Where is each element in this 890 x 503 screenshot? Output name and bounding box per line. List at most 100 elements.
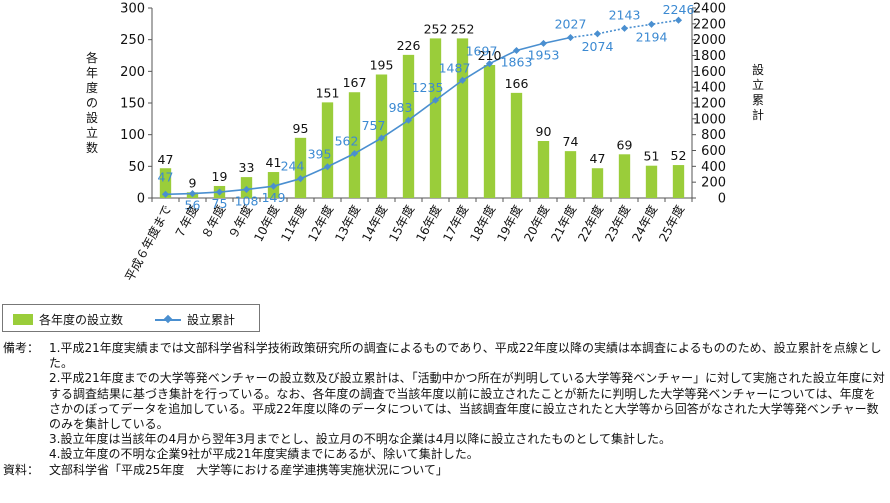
bar (321, 102, 334, 198)
cumulative-point (512, 46, 521, 55)
cumulative-value-label: 2027 (555, 17, 587, 32)
cumulative-point (215, 188, 224, 196)
cumulative-point (593, 30, 602, 38)
note-1: 1.平成21年度実績までは文部科学省科学技術政策研究所の調査によるものであり、平… (49, 341, 882, 371)
cumulative-value-label: 108 (235, 193, 259, 208)
bar-value-label: 90 (536, 124, 552, 139)
bar (618, 154, 631, 198)
notes: 備考： 1.平成21年度実績までは文部科学省科学技術政策研究所の調査によるもので… (3, 341, 887, 478)
bar-value-label: 95 (293, 121, 309, 136)
source-label: 資料： (3, 462, 40, 477)
notes-label: 備考： (3, 341, 40, 355)
cumulative-value-label: 395 (308, 147, 332, 162)
cumulative-point (431, 96, 440, 104)
cumulative-point (539, 39, 548, 47)
cumulative-point (323, 163, 332, 171)
cumulative-point (458, 76, 467, 84)
cumulative-value-label: 2246 (663, 2, 695, 17)
cumulative-value-label: 1697 (466, 44, 498, 59)
bar-value-label: 47 (590, 151, 606, 166)
bar-value-label: 252 (451, 21, 475, 36)
cumulative-line-solid (165, 36, 571, 196)
note-3: 3.設立年度は当該年の4月から翌年3月までとし、設立月の不明な企業は4月以降に設… (49, 432, 672, 447)
note-2: 2.平成21年度までの大学等発ベンチャーの設立数及び設立累計は、「活動中かつ所在… (49, 371, 885, 432)
cumulative-point (674, 16, 683, 24)
right-axis-title: 設立累計 (752, 62, 764, 122)
cumulative-value-label: 1863 (501, 55, 533, 70)
right-tick-label: 1400 (693, 81, 726, 96)
cumulative-value-label: 56 (185, 198, 201, 213)
bar-value-label: 166 (505, 76, 529, 91)
source-text: 文部科学省「平成25年度 大学等における産学連携等実施状況について」 (49, 462, 448, 477)
cumulative-point (566, 33, 575, 42)
bar-value-label: 51 (644, 149, 660, 164)
left-tick-label: 100 (120, 128, 145, 143)
right-tick-label: 1200 (693, 97, 726, 112)
bar-value-label: 252 (424, 21, 448, 36)
right-tick-label: 800 (701, 128, 726, 143)
cumulative-value-label: 2143 (609, 7, 641, 22)
bar (672, 165, 685, 198)
cumulative-point (620, 24, 629, 32)
cumulative-value-label: 149 (262, 190, 286, 205)
bar-value-label: 41 (266, 155, 282, 170)
cumulative-value-label: 75 (212, 196, 228, 211)
category-label: 25年度 (655, 202, 687, 244)
right-tick-label: 200 (701, 176, 726, 191)
category-label: 平成６年度まで (121, 202, 174, 283)
right-tick-label: 2400 (693, 2, 726, 17)
bar-value-label: 167 (343, 75, 367, 90)
bar (591, 168, 604, 198)
cumulative-point (161, 190, 170, 198)
legend-bar-label: 各年度の設立数 (39, 313, 124, 327)
legend-line-symbol (155, 314, 181, 325)
note-4: 4.設立年度の不明な企業9社が平成21年度実績までにあるが、除いて集計した。 (49, 447, 479, 462)
right-tick-label: 1600 (693, 65, 726, 80)
cumulative-value-label: 757 (362, 118, 386, 133)
right-tick-label: 400 (701, 160, 726, 175)
legend: 各年度の設立数 設立累計 (2, 304, 260, 332)
bar-value-label: 210 (478, 48, 502, 63)
chart: 0501001502002503000200400600800100012001… (86, 2, 764, 284)
left-tick-label: 150 (120, 97, 145, 112)
bar (429, 38, 442, 199)
right-tick-label: 1800 (693, 49, 726, 64)
cumulative-point (647, 20, 656, 28)
bar (510, 92, 523, 198)
left-tick-label: 50 (128, 160, 145, 175)
cumulative-point (350, 149, 359, 158)
bar (294, 137, 307, 198)
bar-value-label: 226 (397, 38, 421, 53)
bar (483, 65, 496, 198)
category-label: ８年度 (198, 202, 228, 241)
bar-value-label: 195 (370, 58, 394, 73)
right-tick-label: 1000 (693, 112, 726, 127)
cumulative-value-label: 1953 (528, 47, 560, 62)
bar (348, 92, 361, 198)
cumulative-value-label: 47 (158, 169, 174, 184)
cumulative-value-label: 562 (335, 134, 359, 149)
bar-value-label: 52 (671, 148, 687, 163)
cumulative-point (404, 116, 413, 124)
bar-value-label: 19 (212, 169, 228, 184)
cumulative-value-label: 1487 (439, 60, 471, 75)
bar (456, 38, 469, 199)
cumulative-value-label: 244 (281, 159, 305, 174)
category-label: ９年度 (225, 202, 255, 241)
bar-value-label: 9 (189, 175, 197, 190)
bar (645, 165, 658, 198)
bar (402, 54, 415, 198)
category-label: ７年度 (171, 202, 201, 241)
left-tick-label: 0 (137, 192, 145, 207)
cumulative-point (377, 134, 386, 142)
cumulative-point (485, 60, 494, 68)
right-tick-label: 2000 (693, 33, 726, 48)
cumulative-value-label: 2074 (582, 39, 614, 54)
legend-line-label: 設立累計 (187, 313, 236, 327)
bar-value-label: 69 (617, 137, 633, 152)
cumulative-value-label: 1235 (412, 80, 444, 95)
left-tick-label: 250 (120, 33, 145, 48)
right-tick-label: 2200 (693, 17, 726, 32)
right-tick-label: 0 (718, 192, 726, 207)
bar (537, 141, 550, 198)
